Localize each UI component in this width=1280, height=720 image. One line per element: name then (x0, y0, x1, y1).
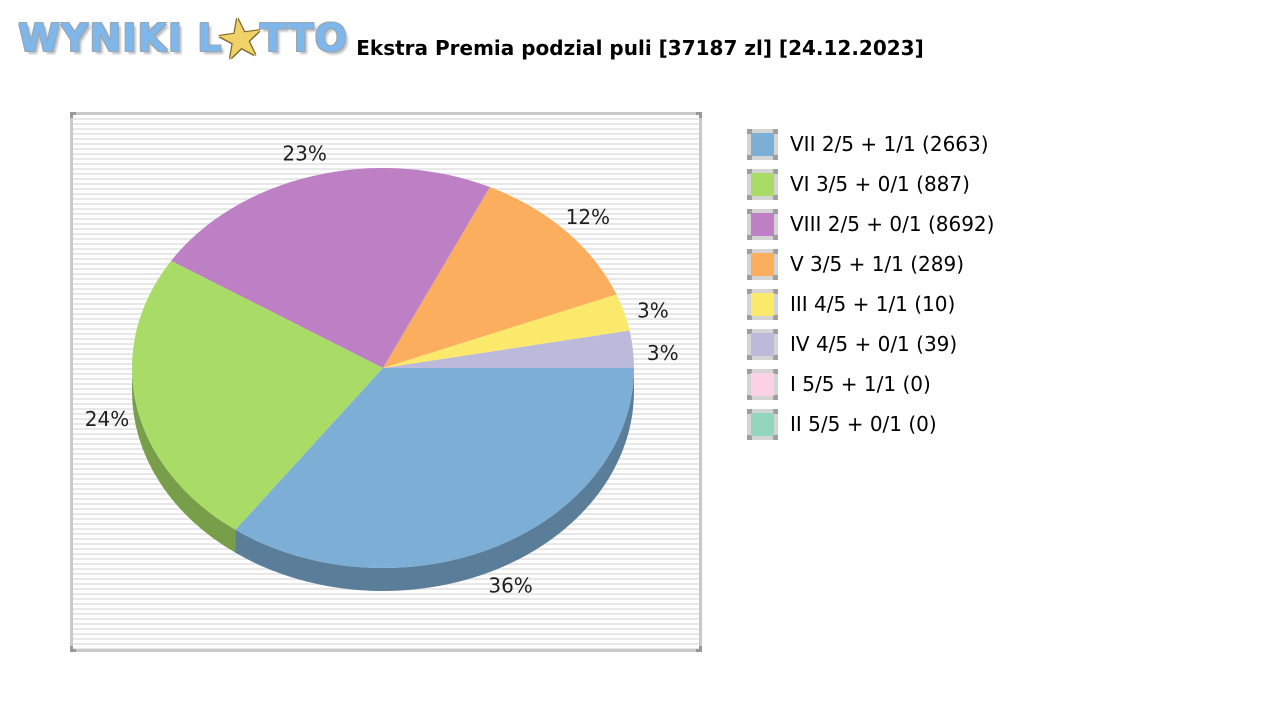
pie-slice (383, 330, 634, 368)
legend-swatch (747, 289, 778, 320)
logo-word-lotto-tto: TTO (259, 16, 348, 60)
legend-swatch (747, 249, 778, 280)
logo-word-lotto-l: L (197, 16, 223, 60)
pie-percent-label: 23% (282, 142, 326, 166)
pie-chart: 3% 3% 12% 23% 24% 36% (85, 142, 679, 598)
logo-word-wyniki: WYNIKI (18, 16, 183, 60)
legend-label: I 5/5 + 1/1 (0) (790, 372, 931, 396)
chart-panel: 3% 3% 12% 23% 24% 36% (70, 112, 702, 652)
pie-percent-label: 36% (488, 574, 532, 598)
pie-percent-label: 3% (647, 341, 679, 365)
pie-slice (132, 260, 383, 530)
pie-percent-label: 24% (85, 407, 129, 431)
legend-label: III 4/5 + 1/1 (10) (790, 292, 956, 316)
legend-swatch (747, 129, 778, 160)
legend-swatch-color (751, 372, 774, 396)
legend-swatch (747, 369, 778, 400)
legend-swatch (747, 209, 778, 240)
legend-item: VII 2/5 + 1/1 (2663) (747, 124, 994, 164)
legend-label: V 3/5 + 1/1 (289) (790, 252, 965, 276)
legend-item: II 5/5 + 0/1 (0) (747, 404, 994, 444)
legend-label: II 5/5 + 0/1 (0) (790, 412, 937, 436)
pie-percent-label: 12% (566, 205, 610, 229)
chart-plot-area: 3% 3% 12% 23% 24% 36% (73, 115, 699, 649)
legend-label: IV 4/5 + 0/1 (39) (790, 332, 958, 356)
legend-item: VIII 2/5 + 0/1 (8692) (747, 204, 994, 244)
legend-swatch-color (751, 172, 774, 196)
pie-slice (383, 294, 630, 368)
legend-swatch (747, 169, 778, 200)
legend-swatch-color (751, 132, 774, 156)
pie-slice-side (132, 368, 236, 553)
legend-label: VI 3/5 + 0/1 (887) (790, 172, 970, 196)
legend-swatch-color (751, 252, 774, 276)
chart-title: Ekstra Premia podzial puli [37187 zl] [2… (356, 36, 924, 60)
legend-item: IV 4/5 + 0/1 (39) (747, 324, 994, 364)
legend-swatch (747, 409, 778, 440)
legend-swatch-color (751, 332, 774, 356)
legend-item: III 4/5 + 1/1 (10) (747, 284, 994, 324)
wyniki-lotto-logo: WYNIKI L★TTO (18, 4, 348, 73)
pie-slice (383, 187, 617, 368)
pie-percent-label: 3% (637, 298, 669, 322)
legend: VII 2/5 + 1/1 (2663) VI 3/5 + 0/1 (887) VI… (747, 124, 994, 444)
legend-swatch-color (751, 412, 774, 436)
legend-swatch (747, 329, 778, 360)
pie-slice (235, 368, 635, 568)
legend-swatch-color (751, 292, 774, 316)
legend-label: VIII 2/5 + 0/1 (8692) (790, 212, 995, 236)
pie-slice (171, 168, 490, 368)
legend-item: V 3/5 + 1/1 (289) (747, 244, 994, 284)
legend-item: I 5/5 + 1/1 (0) (747, 364, 994, 404)
pie-slice-side (235, 368, 635, 591)
legend-item: VI 3/5 + 0/1 (887) (747, 164, 994, 204)
legend-swatch-color (751, 212, 774, 236)
legend-label: VII 2/5 + 1/1 (2663) (790, 132, 989, 156)
